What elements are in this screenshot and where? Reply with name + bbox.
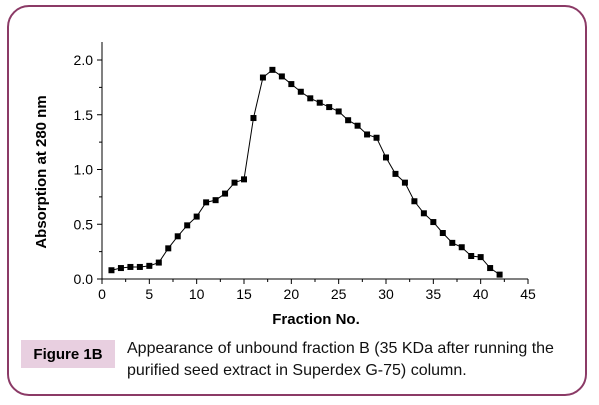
series-line [111,69,500,276]
x-tick-label: 10 [189,286,205,302]
data-point [364,131,371,138]
data-point [430,219,437,226]
x-tick-label: 40 [473,286,489,302]
data-point [250,115,257,122]
data-point [477,254,484,261]
data-point [326,104,333,111]
x-tick-label: 20 [284,286,300,302]
chart-axes: 0 5 10 15 20 25 30 35 40 45 0.0 0.5 1.0 1.5 2.0 [74,42,536,302]
data-point [449,239,456,246]
y-axis-label: Absorption at 280 nm [33,95,50,248]
x-tick-label: 5 [145,286,153,302]
data-point [288,81,295,88]
data-point [184,222,191,229]
data-point [458,244,465,251]
x-tick-label: 30 [378,286,394,302]
x-tick-label: 15 [236,286,252,302]
x-tick-label: 0 [98,286,106,302]
data-point [203,199,210,206]
data-point [231,179,238,186]
data-point [259,74,266,81]
x-axis-label: Fraction No. [272,311,360,328]
data-point [108,267,115,274]
data-point [269,66,276,73]
data-point [487,265,494,272]
data-point [155,259,162,266]
data-point [345,117,352,124]
y-tick-label: 1.5 [74,107,94,123]
x-tick-label: 25 [331,286,347,302]
data-point [468,253,475,260]
data-point [335,108,342,115]
figure-caption: Appearance of unbound fraction B (35 KDa… [127,340,554,379]
data-point [354,122,361,129]
data-point [307,95,314,102]
figure-frame [7,5,587,396]
data-point [278,73,285,80]
chart-series [108,66,503,278]
x-tick-label: 45 [520,286,536,302]
y-tick-label: 0.0 [74,271,94,287]
data-point [136,263,143,270]
data-point [165,245,172,252]
data-point [241,176,247,183]
data-point [383,154,389,161]
data-point [439,230,446,237]
data-point [392,170,399,177]
y-tick-label: 2.0 [74,52,94,68]
x-tick-label: 35 [426,286,442,302]
data-point [316,99,323,106]
data-point [373,134,380,141]
data-point [212,197,219,204]
data-point [411,198,418,205]
data-point [496,271,503,278]
data-point [127,263,134,270]
data-point [193,213,200,220]
data-point [222,190,229,197]
data-point [174,233,181,240]
y-tick-label: 1.0 [74,162,94,178]
figure-tag: Figure 1B [21,340,115,368]
data-point [117,265,124,272]
data-point [420,210,427,217]
data-point [401,179,408,186]
data-point [146,262,153,269]
y-tick-label: 0.5 [74,216,94,232]
data-point [297,88,304,95]
